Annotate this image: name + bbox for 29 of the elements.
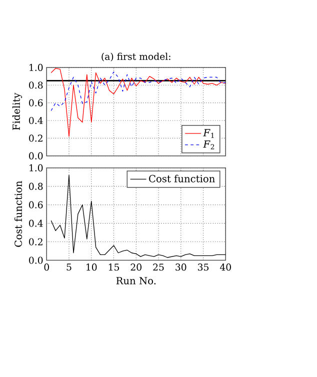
x-tick-label: 35 xyxy=(198,264,208,271)
legend-label: Cost function xyxy=(149,174,215,182)
x-tick-label: 15 xyxy=(108,264,119,271)
line-series xyxy=(50,68,226,137)
x-tick-label: 0 xyxy=(44,264,49,271)
x-tick-label: 40 xyxy=(220,264,231,271)
x-tick-label: 20 xyxy=(130,264,142,271)
chart-title: (a) first model: xyxy=(102,52,170,62)
y-axis-title: Fidelity xyxy=(12,92,22,130)
legend-label: F$_{2}$ xyxy=(203,140,214,150)
y-tick-label: 1.0 xyxy=(30,164,43,172)
y-tick-label: 0.0 xyxy=(29,256,43,264)
legend-label: F$_{1}$ xyxy=(203,129,214,138)
y-tick-label: 0.8 xyxy=(29,82,43,89)
y-tick-label: 1.0 xyxy=(30,64,43,71)
x-tick-label: 30 xyxy=(176,264,186,271)
x-tick-label: 5 xyxy=(66,264,72,271)
y-tick-label: 0.4 xyxy=(29,116,43,124)
y-tick-label: 0.6 xyxy=(29,99,43,106)
y-tick-label: 0.8 xyxy=(29,182,43,190)
x-tick-label: 25 xyxy=(153,264,164,271)
y-tick-label: 0.4 xyxy=(29,220,43,227)
y-tick-label: 0.6 xyxy=(29,201,43,208)
x-tick-label: 10 xyxy=(86,264,97,271)
x-axis-title: Run No. xyxy=(116,277,156,284)
y-axis-title: Cost function xyxy=(14,180,22,247)
y-tick-label: 0.2 xyxy=(29,134,42,142)
y-tick-label: 0.2 xyxy=(29,238,42,246)
y-tick-label: 0.0 xyxy=(29,152,43,160)
